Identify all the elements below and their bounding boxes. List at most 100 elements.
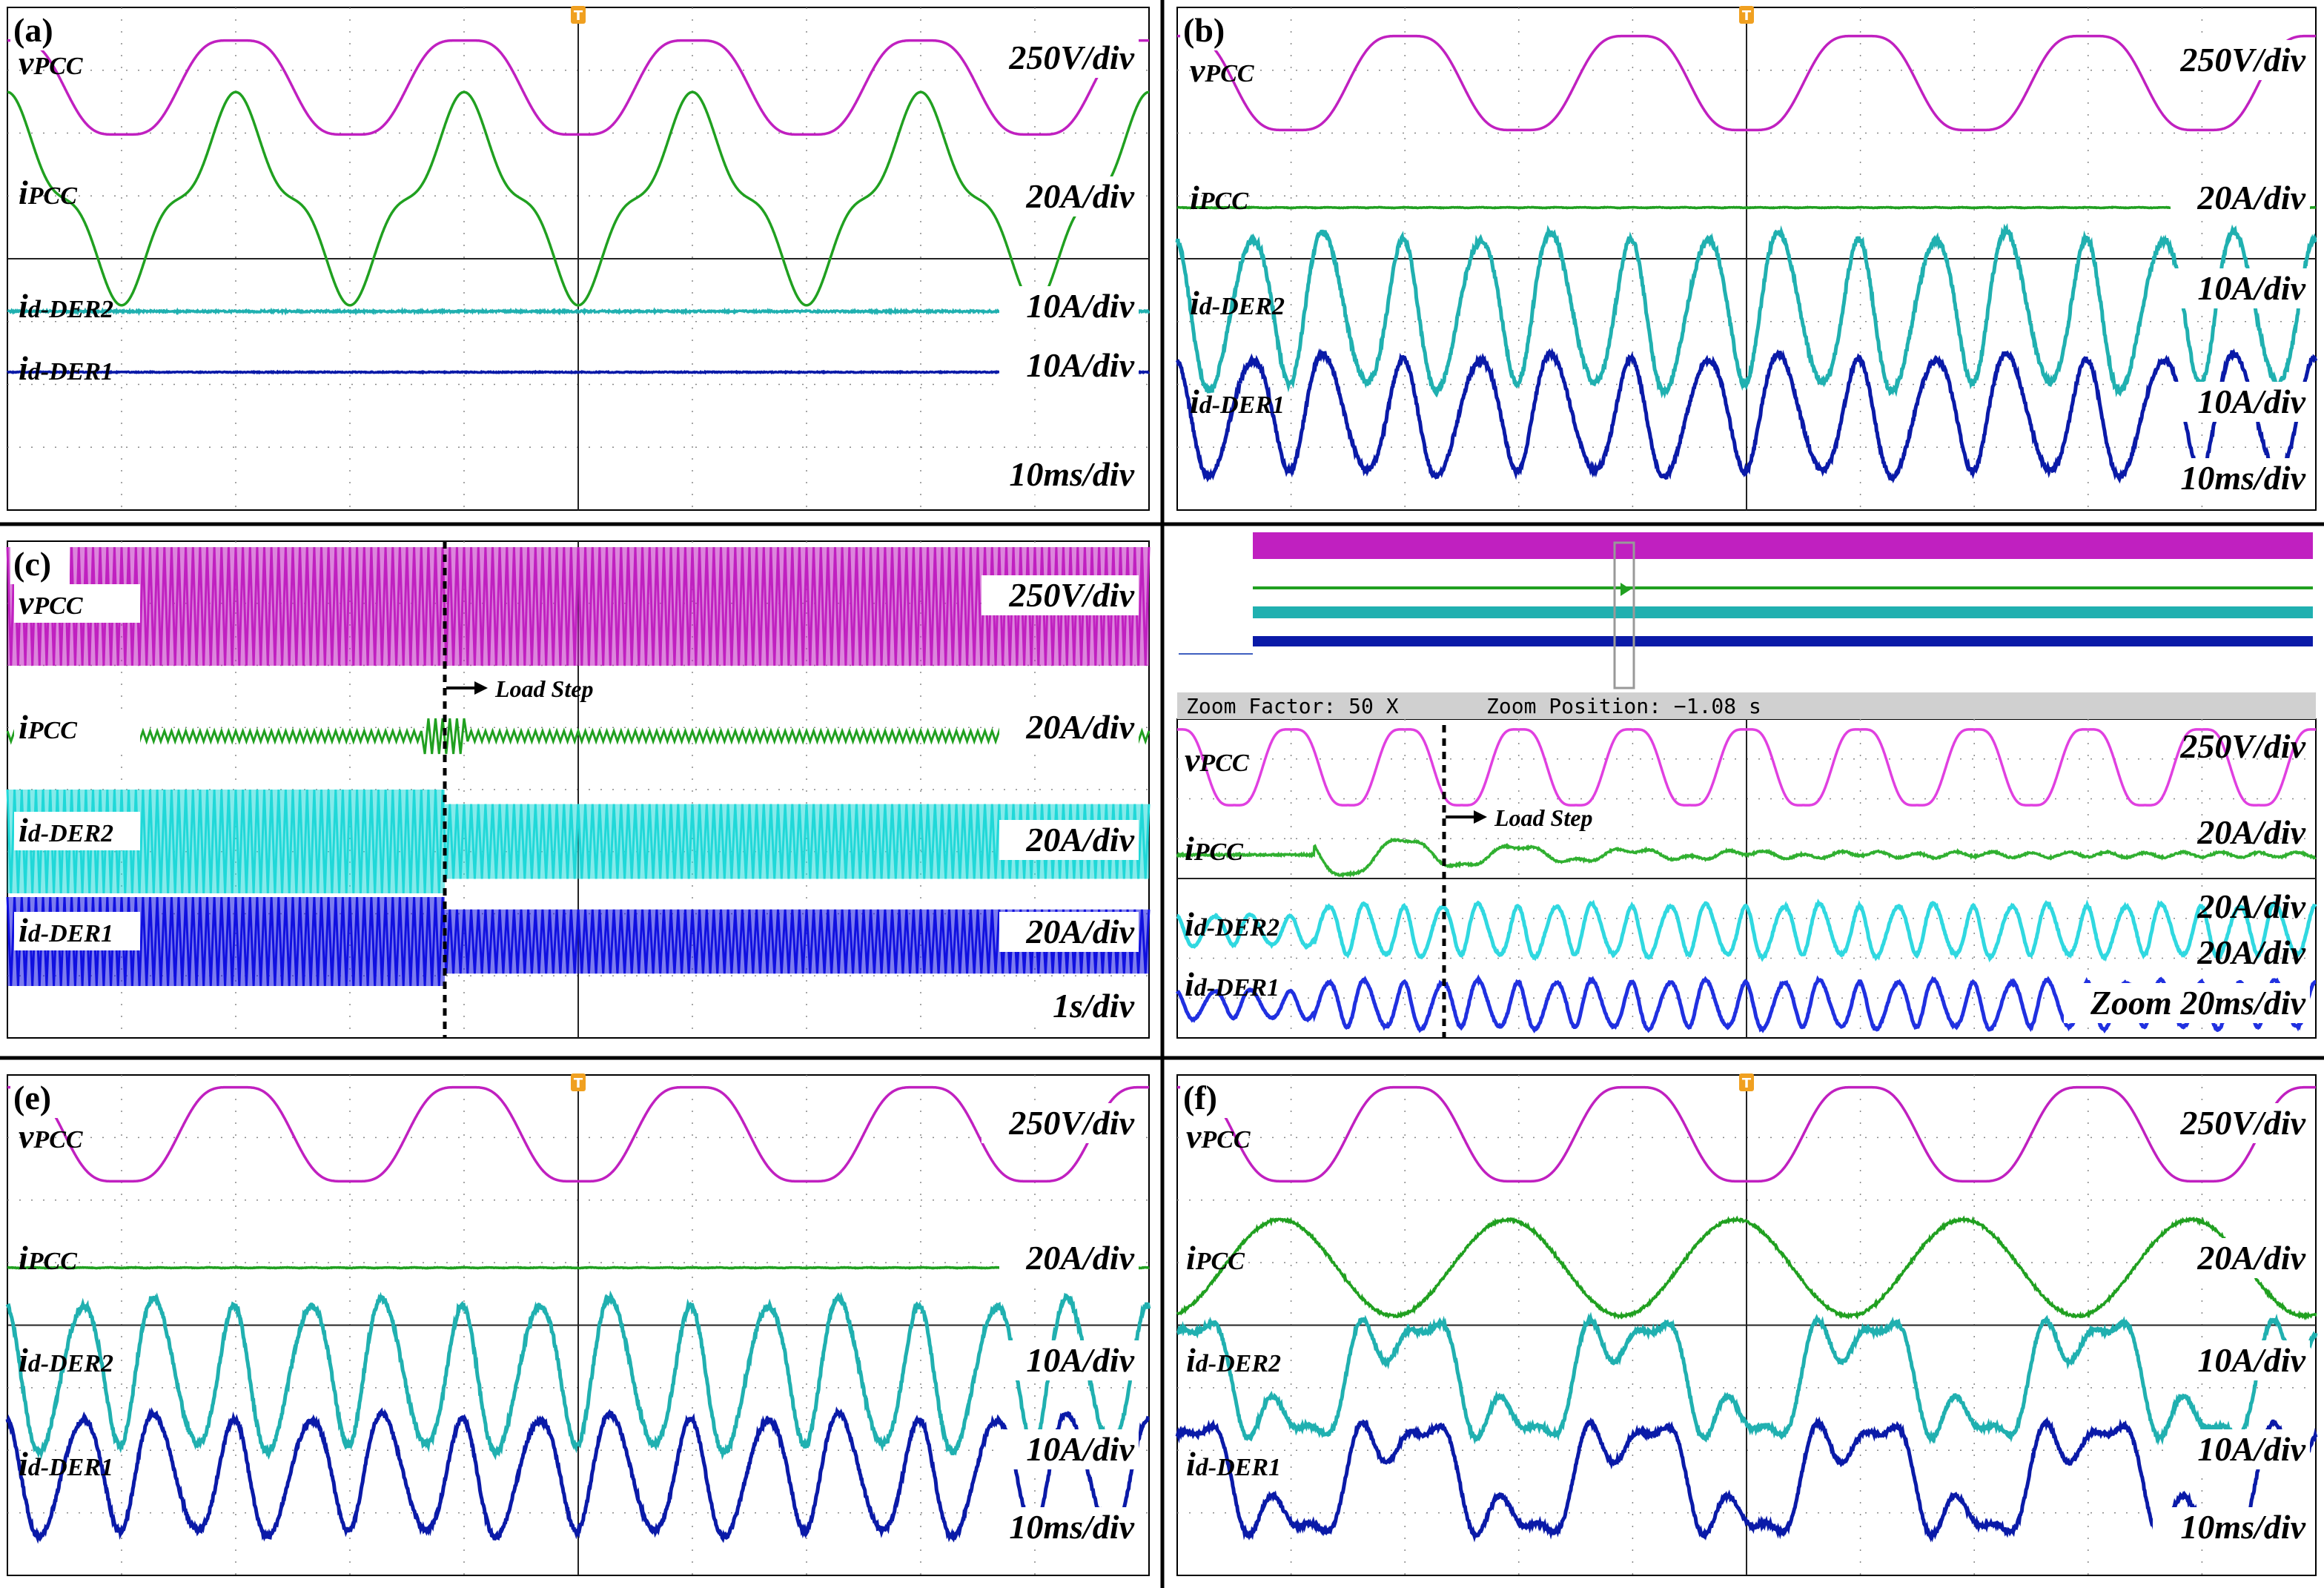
label-id-DER1: id-DER1 — [19, 349, 113, 387]
label-id-DER2: id-DER2 — [1190, 284, 1285, 322]
label-bg — [14, 709, 140, 747]
scale-vPCC-bg — [981, 1103, 1139, 1143]
panel-label: (a) — [13, 11, 53, 49]
scale-iPCC-bg — [2171, 178, 2310, 218]
scale-id-DER1: 10A/div — [2197, 1430, 2305, 1468]
panel-label-bg — [1180, 1079, 1239, 1118]
trigger-icon-glyph: T — [1742, 8, 1752, 24]
label-bg — [14, 584, 140, 623]
scale-iPCC-bg — [2171, 1238, 2310, 1278]
trigger-icon — [1739, 1073, 1754, 1091]
scale-id-DER2: 20A/div — [2196, 887, 2305, 925]
scale-iPCC: 20A/div — [2196, 179, 2305, 216]
overview-band — [1253, 606, 2313, 618]
scale-iPCC: 20A/div — [1025, 177, 1134, 215]
trace-id-DER2 — [1175, 222, 2317, 400]
load-step-arrowhead — [1474, 810, 1487, 824]
overview-band — [1253, 636, 2313, 646]
label-vPCC: vPCC — [19, 1117, 83, 1155]
trace-band-id-DER2 — [7, 790, 1149, 893]
label-id-DER2: id-DER2 — [1185, 905, 1279, 943]
trace-id-DER1 — [1175, 347, 2318, 484]
trigger-icon — [571, 1073, 586, 1091]
label-id-DER2: id-DER2 — [19, 811, 113, 849]
time-scale: 10ms/div — [2180, 459, 2305, 497]
label-vPCC: vPCC — [19, 44, 83, 82]
scale-vPCC: 250V/div — [1008, 576, 1134, 614]
time-scale: Zoom 20ms/div — [2090, 984, 2306, 1022]
label-vPCC: vPCC — [1185, 741, 1249, 778]
panel-c: vPCC 250V/div iPCC 20A/div id-DER2 20A/div id-… — [6, 540, 1151, 1039]
trace-iPCC — [1176, 1215, 2317, 1321]
trace-iPCC — [1176, 837, 2317, 879]
overview-band — [1253, 586, 2313, 589]
label-iPCC: iPCC — [19, 173, 77, 211]
scale-id-DER2: 10A/div — [2197, 1341, 2305, 1379]
trigger-icon-glyph: T — [574, 1076, 583, 1091]
label-iPCC: iPCC — [1185, 830, 1243, 867]
label-iPCC: iPCC — [19, 1239, 77, 1277]
trace-id-DER1 — [1175, 1416, 2318, 1544]
label-id-DER1: id-DER1 — [1185, 965, 1279, 1003]
trace-iPCC — [6, 718, 1151, 755]
scale-id-DER2: 10A/div — [1026, 1341, 1134, 1379]
overview-step-arrow — [1620, 583, 1631, 596]
load-step-label: Load Step — [494, 675, 593, 702]
time-scale: 1s/div — [1053, 987, 1134, 1025]
panel-label-bg — [10, 546, 70, 584]
load-step-label: Load Step — [1494, 804, 1592, 831]
scale-id-DER1-bg — [2171, 382, 2310, 422]
panel-label-bg — [10, 1079, 70, 1118]
time-scale: 10ms/div — [1009, 455, 1134, 493]
scale-iPCC-bg — [999, 176, 1139, 216]
trace-vPCC — [1177, 1085, 2316, 1183]
time-scale-bg — [981, 454, 1139, 494]
scale-id-DER1-bg — [999, 912, 1139, 952]
trace-vPCC — [7, 1085, 1149, 1183]
overview-band — [1253, 532, 2313, 559]
scale-id-DER1: 10A/div — [1026, 1430, 1134, 1468]
label-iPCC: iPCC — [1186, 1239, 1245, 1277]
trace-id-DER1 — [5, 1406, 1150, 1544]
trigger-icon-glyph: T — [574, 8, 583, 24]
scale-vPCC: 250V/div — [1008, 39, 1134, 76]
time-scale: 10ms/div — [1009, 1508, 1134, 1546]
trace-vPCC — [1177, 728, 2316, 807]
scale-vPCC: 250V/div — [2179, 41, 2305, 79]
time-scale-bg — [2064, 983, 2310, 1023]
trace-id-DER2 — [5, 1290, 1151, 1460]
zoom-factor: Zoom Factor: 50 X — [1186, 694, 1399, 718]
scale-vPCC: 250V/div — [2179, 1104, 2305, 1142]
scale-id-DER1: 10A/div — [2197, 383, 2305, 420]
panel-label-bg — [10, 12, 70, 50]
scale-id-DER2-bg — [999, 286, 1139, 326]
scale-id-DER1-bg — [999, 1429, 1139, 1469]
load-step-arrowhead — [474, 681, 488, 695]
scale-vPCC-bg — [2153, 40, 2310, 80]
scale-iPCC: 20A/div — [2196, 813, 2305, 851]
label-bg — [14, 912, 140, 950]
scale-id-DER2-bg — [2171, 1340, 2310, 1380]
trigger-icon — [571, 6, 586, 24]
zoom-info-bar — [1177, 692, 2316, 719]
time-scale-bg — [2153, 458, 2310, 498]
scale-id-DER2-bg — [2171, 268, 2310, 308]
time-scale-bg — [2153, 1507, 2310, 1547]
label-id-DER1: id-DER1 — [19, 1445, 113, 1483]
time-scale: 10ms/div — [2180, 1508, 2305, 1546]
panel-label-bg — [1180, 12, 1239, 50]
scale-vPCC: 250V/div — [1008, 1104, 1134, 1142]
scale-vPCC-bg — [981, 575, 1139, 615]
panel-label: (e) — [13, 1079, 51, 1116]
scale-iPCC: 20A/div — [1025, 1239, 1134, 1277]
trace-id-DER2 — [1176, 1311, 2318, 1446]
trace-vPCC — [7, 39, 1149, 136]
scale-id-DER2-bg — [999, 820, 1139, 860]
trigger-icon — [1739, 6, 1754, 24]
scale-iPCC-bg — [999, 1238, 1139, 1278]
